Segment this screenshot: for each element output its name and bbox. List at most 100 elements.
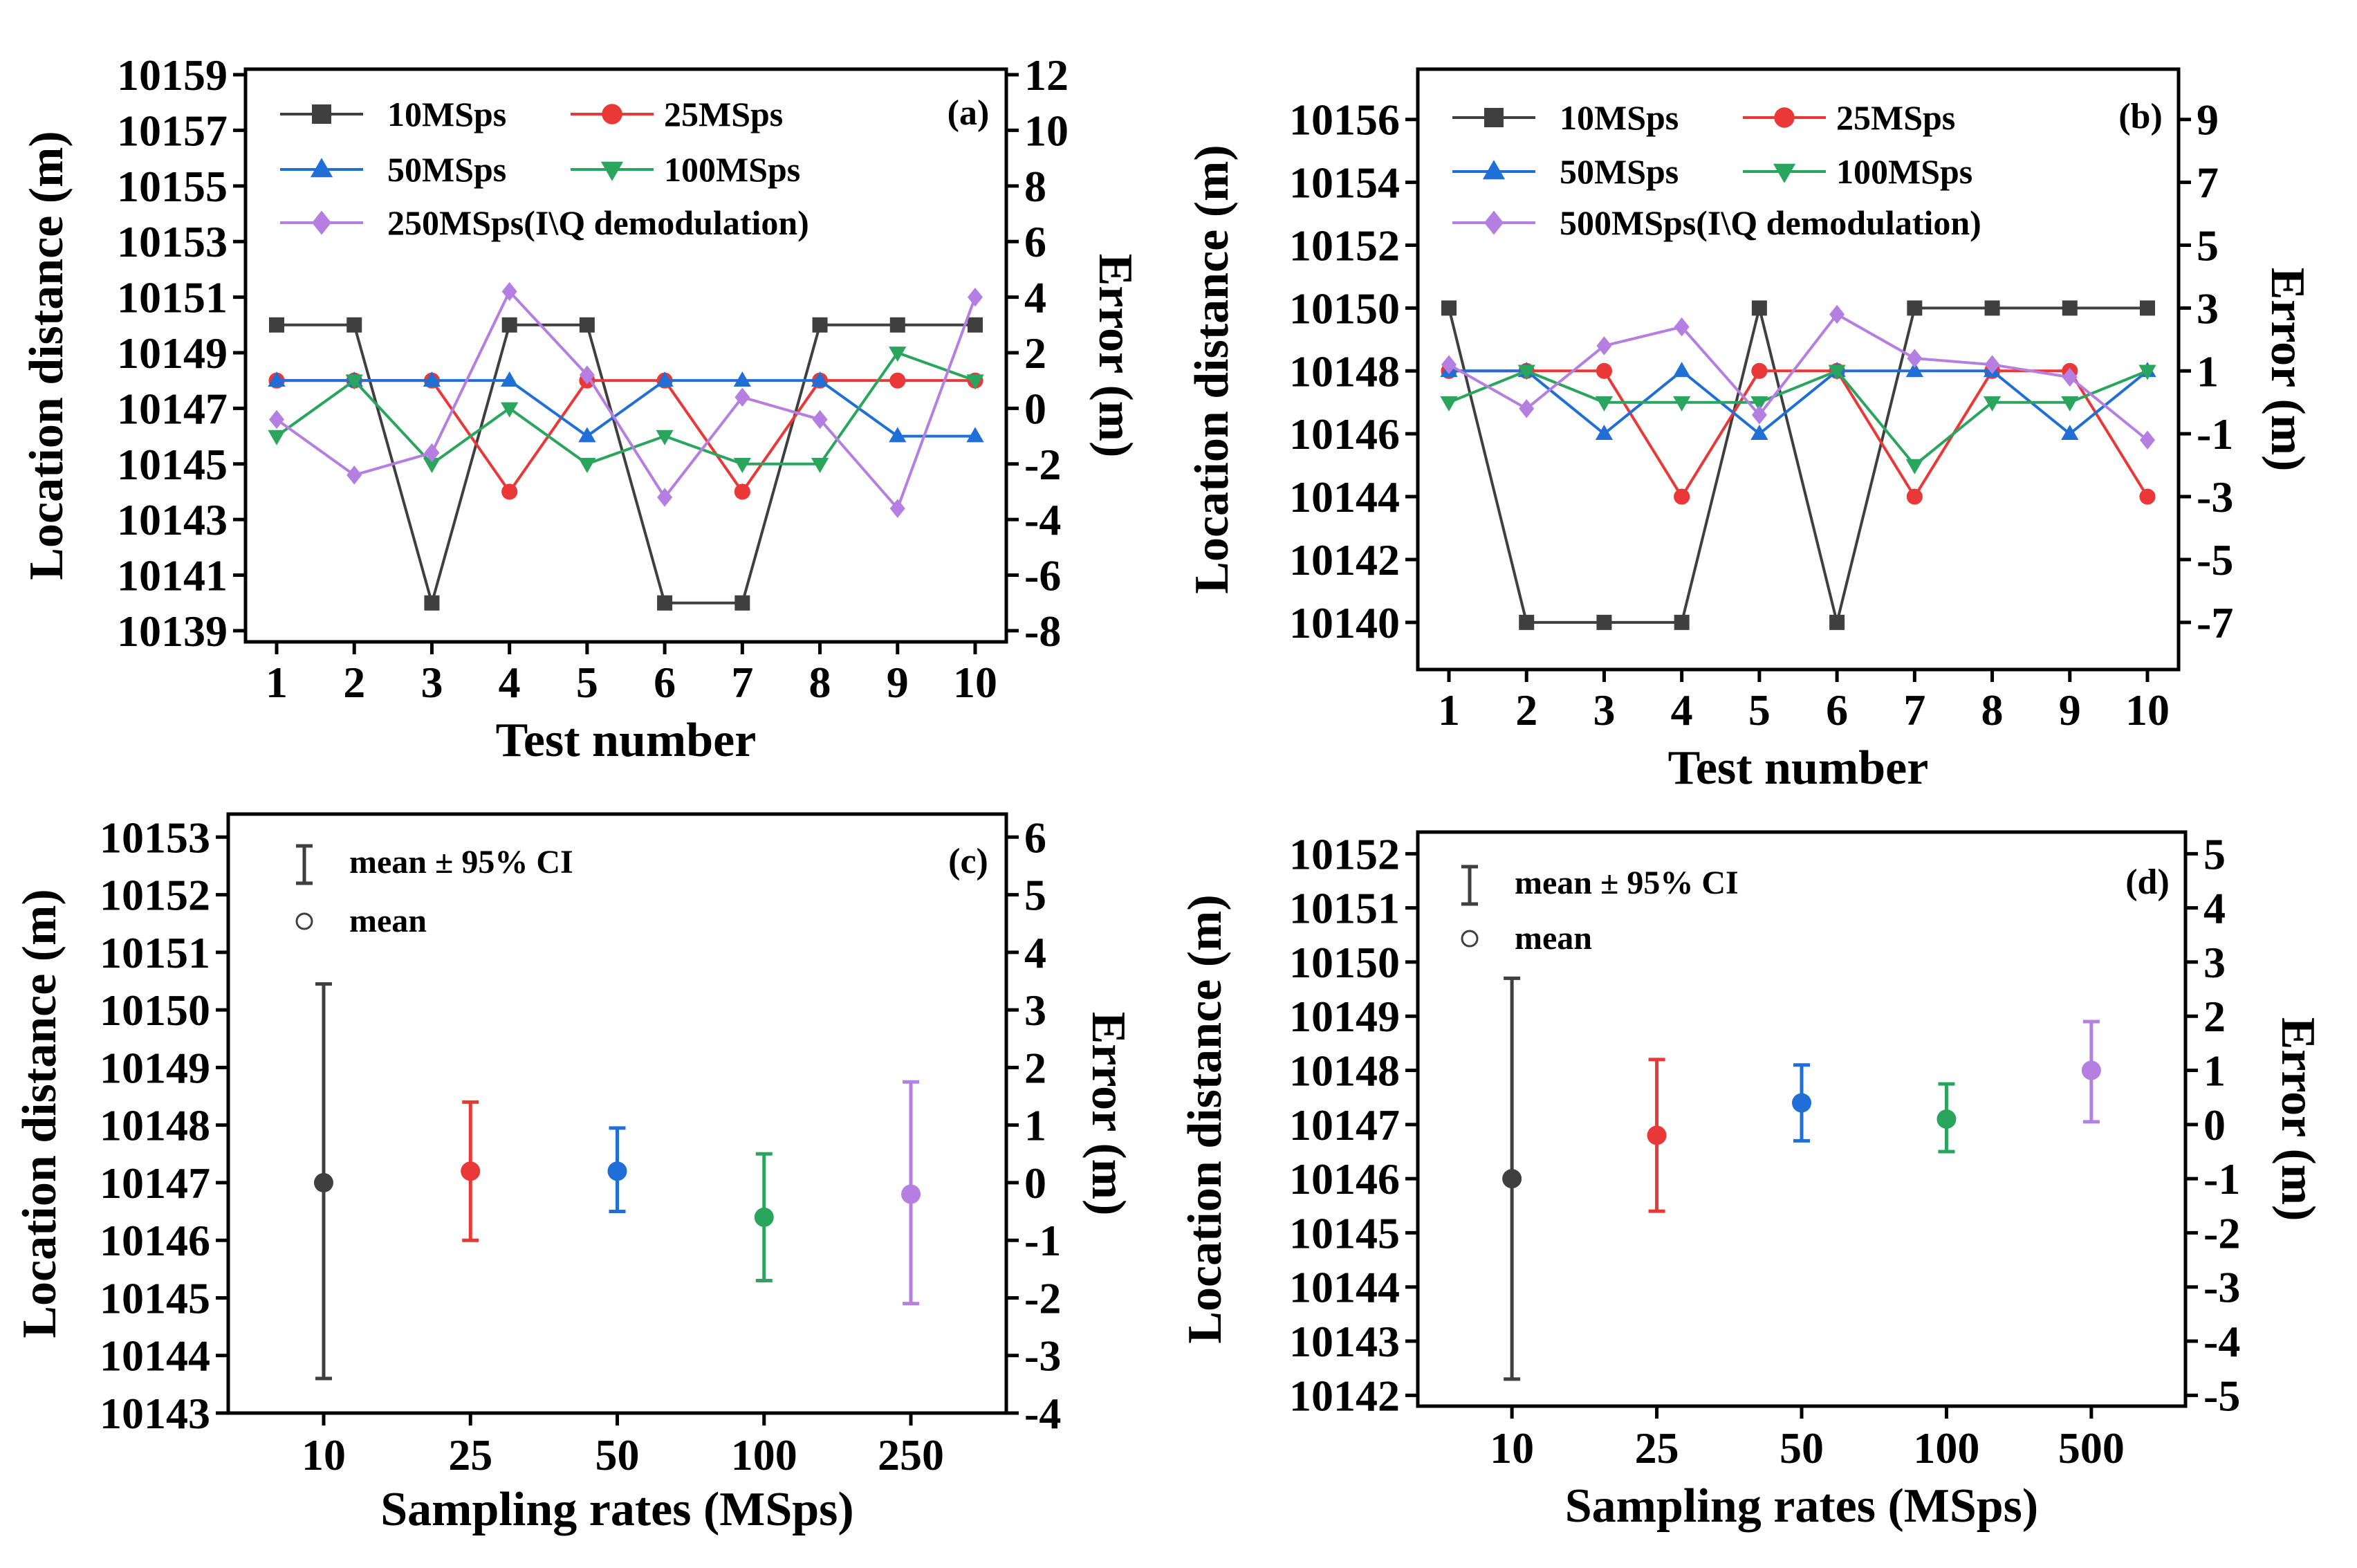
y2-axis-title: Error (m) bbox=[2261, 268, 2314, 472]
legend-entry: 250MSps(I\Q demodulation) bbox=[280, 203, 809, 242]
y-tick-label: 10152 bbox=[1289, 829, 1400, 878]
x-tick-label: 25 bbox=[1635, 1423, 1679, 1473]
y2-tick-label: 6 bbox=[1024, 217, 1046, 266]
data-point bbox=[966, 427, 984, 443]
legend-entry: 50MSps bbox=[1452, 152, 1679, 191]
data-point bbox=[733, 457, 751, 473]
data-point bbox=[501, 282, 517, 302]
series-4 bbox=[269, 282, 983, 518]
legend: mean ± 95% CI mean bbox=[1461, 865, 1739, 957]
y-tick-label: 10141 bbox=[117, 551, 228, 600]
series-0 bbox=[1441, 300, 2155, 630]
y2-tick-label: 2 bbox=[1024, 1043, 1046, 1092]
legend-label: 100MSps bbox=[1836, 152, 1972, 191]
y-tick-label: 10150 bbox=[100, 986, 210, 1035]
data-point bbox=[269, 317, 284, 333]
data-point bbox=[424, 595, 440, 611]
legend-entry: 50MSps bbox=[280, 150, 506, 189]
legend-mean-label: mean bbox=[349, 903, 427, 939]
x-tick-label: 50 bbox=[595, 1430, 640, 1479]
data-point bbox=[1829, 614, 1845, 630]
y-tick-label: 10146 bbox=[1289, 1154, 1400, 1203]
data-point bbox=[811, 457, 829, 473]
y2-tick-label: 5 bbox=[2203, 829, 2226, 878]
x-tick-label: 6 bbox=[654, 658, 676, 707]
data-point bbox=[1751, 405, 1767, 425]
y-tick-label: 10154 bbox=[1289, 158, 1400, 207]
y2-tick-label: -2 bbox=[1024, 1273, 1061, 1322]
y2-tick-label: -2 bbox=[2203, 1208, 2240, 1257]
legend-label: 250MSps(I\Q demodulation) bbox=[387, 203, 809, 242]
errorbar-point bbox=[1502, 976, 1522, 1381]
y2-axis-title: Error (m) bbox=[2271, 1017, 2324, 1221]
data-point bbox=[2140, 300, 2155, 316]
y-tick-label: 10150 bbox=[1289, 284, 1400, 333]
data-point bbox=[579, 317, 595, 333]
data-point bbox=[1596, 614, 1612, 630]
panel-label: (b) bbox=[2118, 97, 2163, 136]
data-point bbox=[2061, 396, 2079, 412]
data-point bbox=[1984, 355, 2000, 374]
legend-marker bbox=[600, 161, 624, 181]
series-line bbox=[1449, 369, 2149, 499]
y2-tick-label: 3 bbox=[1024, 986, 1046, 1035]
data-point bbox=[1750, 396, 1768, 412]
y2-tick-label: 1 bbox=[2197, 347, 2219, 396]
data-point bbox=[889, 427, 907, 443]
data-point bbox=[501, 371, 519, 387]
x-tick-label: 5 bbox=[1748, 685, 1771, 735]
y-tick-label: 10153 bbox=[100, 813, 210, 862]
errorbar-point bbox=[1792, 1063, 1811, 1143]
x-tick-label: 3 bbox=[420, 658, 443, 707]
y2-tick-label: -4 bbox=[1024, 1389, 1061, 1438]
errorbar-point bbox=[1937, 1082, 1957, 1154]
x-tick-label: 1 bbox=[266, 658, 288, 707]
x-tick-label: 10 bbox=[953, 658, 997, 707]
y-tick-label: 10153 bbox=[117, 217, 228, 266]
y-axis-title: Location distance (m) bbox=[1178, 894, 1232, 1343]
data-point bbox=[1750, 424, 1768, 440]
data-point bbox=[501, 317, 517, 333]
x-tick-label: 4 bbox=[499, 658, 521, 707]
data-point bbox=[2062, 367, 2078, 387]
panel-label: (c) bbox=[948, 842, 988, 881]
x-tick-label: 100 bbox=[731, 1430, 797, 1479]
data-point bbox=[1674, 614, 1690, 630]
y-tick-label: 10145 bbox=[1289, 1208, 1400, 1257]
errorbar-point bbox=[313, 982, 333, 1381]
y-tick-label: 10148 bbox=[100, 1101, 210, 1150]
legend-marker bbox=[312, 104, 331, 124]
y-tick-label: 10146 bbox=[100, 1216, 210, 1265]
series-line bbox=[277, 323, 975, 609]
y-axis-title: Location distance (m) bbox=[1185, 145, 1239, 593]
y2-tick-label: 3 bbox=[2197, 284, 2219, 333]
legend-entry: 25MSps bbox=[1743, 98, 1955, 137]
data-point bbox=[1595, 396, 1614, 412]
legend-label: 500MSps(I\Q demodulation) bbox=[1560, 203, 1981, 242]
y2-tick-label: -5 bbox=[2203, 1371, 2240, 1420]
x-axis-title: Sampling rates (MSps) bbox=[380, 1483, 853, 1536]
legend: mean ± 95% CI mean bbox=[295, 844, 573, 939]
x-tick-label: 9 bbox=[887, 658, 909, 707]
y2-tick-label: 4 bbox=[1024, 928, 1046, 977]
data-point bbox=[1828, 365, 1846, 380]
y2-tick-label: -1 bbox=[1024, 1216, 1061, 1265]
data-point bbox=[1519, 614, 1535, 630]
y2-axis-title: Error (m) bbox=[1082, 1012, 1135, 1216]
data-point bbox=[1673, 396, 1691, 412]
y2-tick-label: 7 bbox=[2197, 158, 2219, 207]
data-point bbox=[812, 317, 828, 333]
data-point bbox=[268, 430, 286, 445]
legend-label: 10MSps bbox=[1560, 98, 1679, 137]
x-tick-label: 10 bbox=[1490, 1423, 1534, 1473]
data-point bbox=[1984, 300, 2000, 316]
panel-d: 1014210143101441014510146101471014810149… bbox=[1178, 829, 2324, 1533]
y2-tick-label: 10 bbox=[1024, 106, 1069, 155]
mean-marker bbox=[607, 1161, 627, 1181]
data-point bbox=[2062, 300, 2078, 316]
x-tick-label: 25 bbox=[448, 1430, 492, 1479]
legend-label: 100MSps bbox=[664, 150, 800, 189]
legend-marker bbox=[1773, 163, 1796, 183]
legend-entry: 25MSps bbox=[571, 95, 783, 133]
